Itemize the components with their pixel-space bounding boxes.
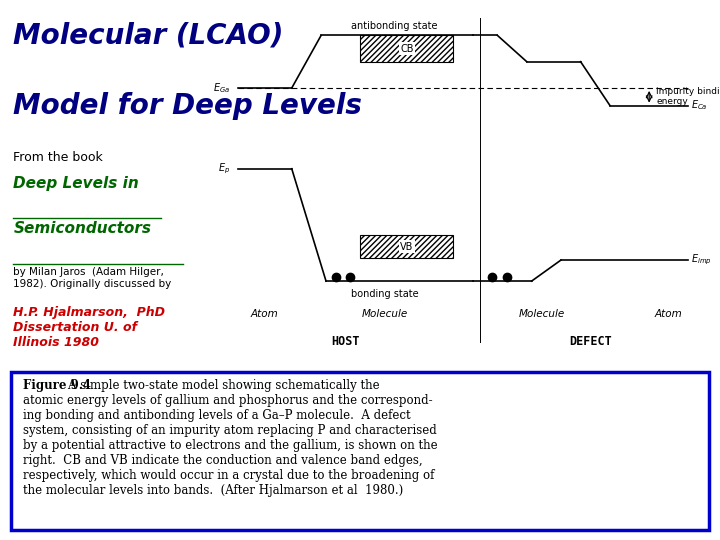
Text: From the book: From the book	[14, 151, 103, 164]
FancyBboxPatch shape	[11, 372, 708, 530]
Text: HOST: HOST	[331, 335, 360, 348]
Text: Deep Levels in: Deep Levels in	[14, 176, 139, 191]
Text: Figure 9.4: Figure 9.4	[23, 379, 91, 392]
Text: antibonding state: antibonding state	[351, 21, 438, 31]
Text: Atom: Atom	[251, 309, 279, 319]
Text: A simple two-state model showing schematically the
atomic energy levels of galli: A simple two-state model showing schemat…	[23, 379, 437, 497]
Bar	[360, 35, 454, 62]
Text: $E_{imp}$: $E_{imp}$	[690, 253, 711, 267]
Text: DEFECT: DEFECT	[569, 335, 612, 348]
Text: $E_{Ca}$: $E_{Ca}$	[690, 99, 707, 112]
Text: $E_p$: $E_p$	[218, 161, 230, 176]
Text: VB: VB	[400, 242, 413, 252]
Text: Molecular (LCAO): Molecular (LCAO)	[14, 22, 284, 49]
Text: CB: CB	[400, 44, 413, 53]
Text: $E_{Ga}$: $E_{Ga}$	[213, 81, 230, 95]
Text: Atom: Atom	[655, 309, 683, 319]
Text: bonding state: bonding state	[351, 289, 418, 299]
Text: Semiconductors: Semiconductors	[14, 221, 151, 237]
Text: Molecule: Molecule	[361, 309, 408, 319]
Bar	[360, 235, 454, 258]
Text: Model for Deep Levels: Model for Deep Levels	[14, 91, 362, 119]
Text: H.P. Hjalmarson,  PhD
Dissertation U. of
Illinois 1980: H.P. Hjalmarson, PhD Dissertation U. of …	[14, 306, 166, 349]
Text: Molecule: Molecule	[518, 309, 564, 319]
Text: impurity binding
energy: impurity binding energy	[657, 87, 720, 106]
Text: by Milan Jaros  (Adam Hilger,
1982). Originally discussed by: by Milan Jaros (Adam Hilger, 1982). Orig…	[14, 267, 171, 288]
